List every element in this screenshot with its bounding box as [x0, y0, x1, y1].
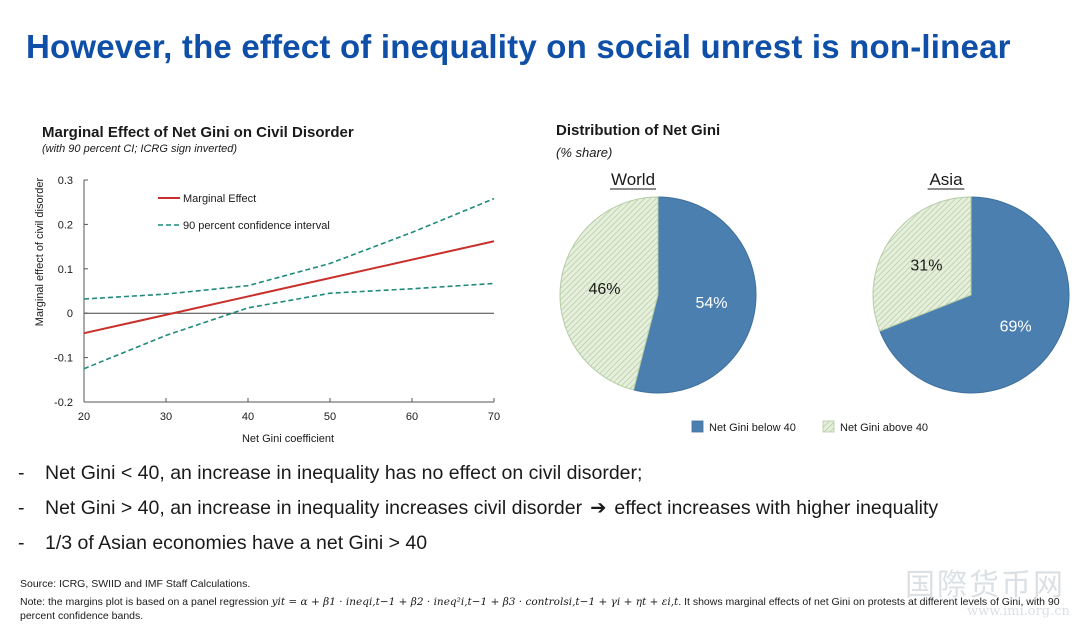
- pie-asia: Asia 69% 31%: [872, 170, 1070, 394]
- pie-chart-subtitle: (% share): [556, 145, 613, 160]
- y-tick-label: 0.2: [58, 219, 73, 231]
- watermark-url: www.imi.org.cn: [967, 604, 1070, 619]
- ci-lower-line: [83, 282, 495, 370]
- note-prefix: Note: the margins plot is based on a pan…: [20, 596, 269, 608]
- source-note: Source: ICRG, SWIID and IMF Staff Calcul…: [20, 578, 251, 590]
- line-chart: -0.2 -0.1 0 0.1 0.2 0.3 20 30 40 50 60 70 Marginal …: [34, 175, 500, 445]
- x-tick-label: 30: [160, 411, 172, 423]
- x-tick-label: 40: [242, 411, 254, 423]
- regression-note: Note: the margins plot is based on a pan…: [20, 595, 1060, 623]
- bullet-list: - Net Gini < 40, an increase in inequali…: [18, 458, 1058, 563]
- pie-title: World: [611, 170, 655, 189]
- pie-slice-above-40: [872, 196, 972, 332]
- bullet-text: Net Gini > 40, an increase in inequality…: [45, 497, 583, 519]
- bullet-dash: -: [18, 462, 25, 484]
- legend-label: Marginal Effect: [183, 193, 256, 205]
- y-tick-label: -0.1: [54, 353, 73, 365]
- legend-label: 90 percent confidence interval: [183, 220, 330, 232]
- watermark-text: 国際货币网: [905, 568, 1065, 603]
- line-chart-xlabel: Net Gini coefficient: [242, 433, 334, 445]
- pie-slice-below-40: [879, 196, 1070, 394]
- bullet-dash: -: [18, 532, 25, 554]
- pie-slice-above-40: [559, 196, 659, 391]
- bullet-text: 1/3 of Asian economies have a net Gini >…: [45, 532, 428, 554]
- line-chart-title: Marginal Effect of Net Gini on Civil Dis…: [42, 124, 354, 141]
- pie-world: World 54% 46%: [559, 170, 757, 394]
- note-suffix: . It shows marginal effects of net Gini …: [20, 596, 1060, 622]
- watermark-logo: 国際货币网 www.imi.org.cn: [905, 560, 1075, 630]
- x-tick-label: 20: [78, 411, 90, 423]
- pie-slice-below-40: [633, 196, 757, 394]
- bullet-item: - Net Gini < 40, an increase in inequali…: [18, 458, 1058, 493]
- legend-label: Net Gini above 40: [840, 422, 928, 434]
- regression-equation: yit = α + β1 · ineqi,t−1 + β2 · ineq²i,t…: [271, 596, 679, 608]
- legend-swatch: [822, 420, 835, 433]
- pie-slice-label: 31%: [910, 258, 942, 275]
- x-tick-label: 50: [324, 411, 336, 423]
- y-tick-label: 0: [67, 308, 73, 320]
- ci-upper-line: [83, 197, 495, 300]
- slide-title: However, the effect of inequality on soc…: [26, 28, 1011, 65]
- pie-slice-label: 54%: [695, 295, 727, 312]
- bullet-dash: -: [18, 497, 25, 519]
- line-chart-subtitle: (with 90 percent CI; ICRG sign inverted): [42, 143, 238, 155]
- pie-slice-label: 46%: [589, 281, 621, 298]
- pie-chart-title: Distribution of Net Gini: [556, 122, 721, 139]
- legend-label: Net Gini below 40: [709, 422, 796, 434]
- legend-swatch: [691, 420, 704, 433]
- arrow-icon: ➔: [590, 497, 607, 519]
- bullet-text-continued: effect increases with higher inequality: [614, 497, 939, 519]
- bullet-item: - 1/3 of Asian economies have a net Gini…: [18, 528, 1058, 563]
- x-tick-label: 60: [406, 411, 418, 423]
- pie-charts: World 54% 46% Asia 69% 31% Net Gini below 40 N…: [559, 170, 1070, 434]
- y-tick-label: 0.3: [58, 175, 73, 187]
- marginal-effect-line: [83, 240, 495, 335]
- x-tick-label: 70: [488, 411, 500, 423]
- line-chart-ylabel: Marginal effect of civil disorder: [34, 177, 46, 326]
- pie-slice-label: 69%: [1000, 318, 1032, 335]
- y-tick-label: 0.1: [58, 264, 73, 276]
- bullet-item: - Net Gini > 40, an increase in inequali…: [18, 493, 1058, 528]
- pie-title: Asia: [929, 170, 963, 189]
- bullet-text: Net Gini < 40, an increase in inequality…: [45, 462, 643, 484]
- y-tick-label: -0.2: [54, 397, 73, 409]
